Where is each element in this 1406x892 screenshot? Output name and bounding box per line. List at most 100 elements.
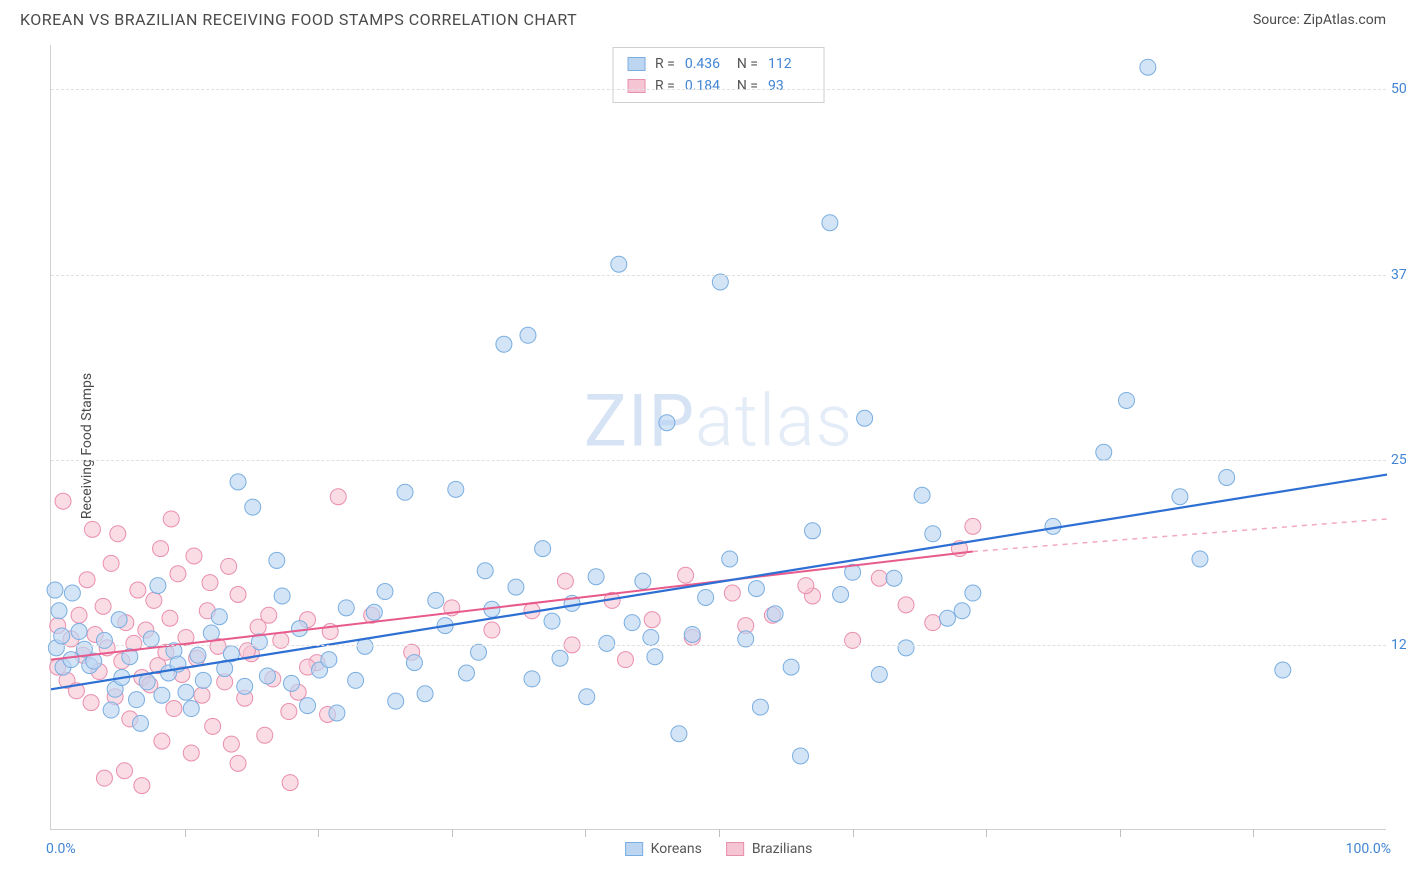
y-tick-label: 37.5% (1391, 267, 1406, 283)
data-point (150, 578, 166, 594)
data-point (599, 635, 615, 651)
data-point (965, 585, 981, 601)
legend-bottom: KoreansBrazilians (625, 841, 813, 857)
data-point (822, 215, 838, 231)
data-point (134, 778, 150, 794)
swatch-koreans (627, 57, 645, 71)
data-point (643, 629, 659, 645)
data-point (321, 652, 337, 668)
data-point (230, 755, 246, 771)
data-point (535, 541, 551, 557)
data-point (406, 655, 422, 671)
data-point (471, 644, 487, 660)
data-point (965, 518, 981, 534)
data-point (767, 606, 783, 622)
data-point (698, 589, 714, 605)
stats-row-koreans: R = 0.436 N = 112 (627, 53, 810, 75)
data-point (1140, 59, 1156, 75)
data-point (1096, 444, 1112, 460)
data-point (925, 615, 941, 631)
data-point (871, 666, 887, 682)
gridline (51, 645, 1386, 646)
data-point (448, 481, 464, 497)
data-point (1172, 489, 1188, 505)
data-point (579, 689, 595, 705)
x-tick (986, 829, 987, 837)
data-point (544, 613, 560, 629)
legend-label: Brazilians (752, 841, 813, 857)
data-point (291, 621, 307, 637)
x-tick (1253, 829, 1254, 837)
data-point (245, 499, 261, 515)
data-point (792, 748, 808, 764)
data-point (230, 587, 246, 603)
data-point (524, 671, 540, 687)
data-point (898, 597, 914, 613)
data-point (330, 489, 346, 505)
chart-source: Source: ZipAtlas.com (1253, 12, 1386, 28)
data-point (257, 727, 273, 743)
data-point (71, 607, 87, 623)
data-point (282, 775, 298, 791)
x-tick (585, 829, 586, 837)
data-point (64, 585, 80, 601)
data-point (659, 415, 675, 431)
data-point (377, 584, 393, 600)
data-point (63, 652, 79, 668)
data-point (163, 511, 179, 527)
data-point (925, 526, 941, 542)
data-point (611, 256, 627, 272)
data-point (110, 526, 126, 542)
data-point (223, 736, 239, 752)
n-value-brazilians: 93 (768, 75, 810, 97)
data-point (1219, 469, 1235, 485)
regression-line (51, 552, 973, 660)
data-point (748, 581, 764, 597)
data-point (211, 609, 227, 625)
data-point (300, 698, 316, 714)
n-label: N = (737, 53, 758, 75)
data-point (508, 579, 524, 595)
data-point (54, 628, 70, 644)
data-point (178, 684, 194, 700)
regression-line (973, 519, 1387, 552)
data-point (724, 585, 740, 601)
data-point (845, 632, 861, 648)
data-point (366, 604, 382, 620)
x-tick (452, 829, 453, 837)
data-point (635, 573, 651, 589)
r-label: R = (655, 53, 675, 75)
data-point (520, 327, 536, 343)
x-tick (853, 829, 854, 837)
data-point (166, 701, 182, 717)
data-point (183, 701, 199, 717)
data-point (644, 612, 660, 628)
x-tick (185, 829, 186, 837)
data-point (186, 548, 202, 564)
data-point (195, 672, 211, 688)
data-point (939, 610, 955, 626)
data-point (221, 558, 237, 574)
data-point (79, 572, 95, 588)
data-point (202, 575, 218, 591)
data-point (857, 410, 873, 426)
data-point (203, 625, 219, 641)
x-axis-max-label: 100.0% (1346, 841, 1391, 857)
data-point (130, 582, 146, 598)
data-point (348, 672, 364, 688)
x-axis-min-label: 0.0% (46, 841, 76, 857)
data-point (914, 487, 930, 503)
x-tick (1120, 829, 1121, 837)
y-tick-label: 12.5% (1391, 637, 1406, 653)
stats-legend-box: R = 0.436 N = 112 R = 0.184 N = 93 (612, 47, 825, 103)
data-point (496, 336, 512, 352)
chart-svg (51, 45, 1386, 829)
data-point (84, 521, 100, 537)
data-point (71, 624, 87, 640)
data-point (170, 566, 186, 582)
data-point (47, 582, 63, 598)
data-point (557, 573, 573, 589)
data-point (96, 770, 112, 786)
data-point (116, 763, 132, 779)
data-point (338, 600, 354, 616)
